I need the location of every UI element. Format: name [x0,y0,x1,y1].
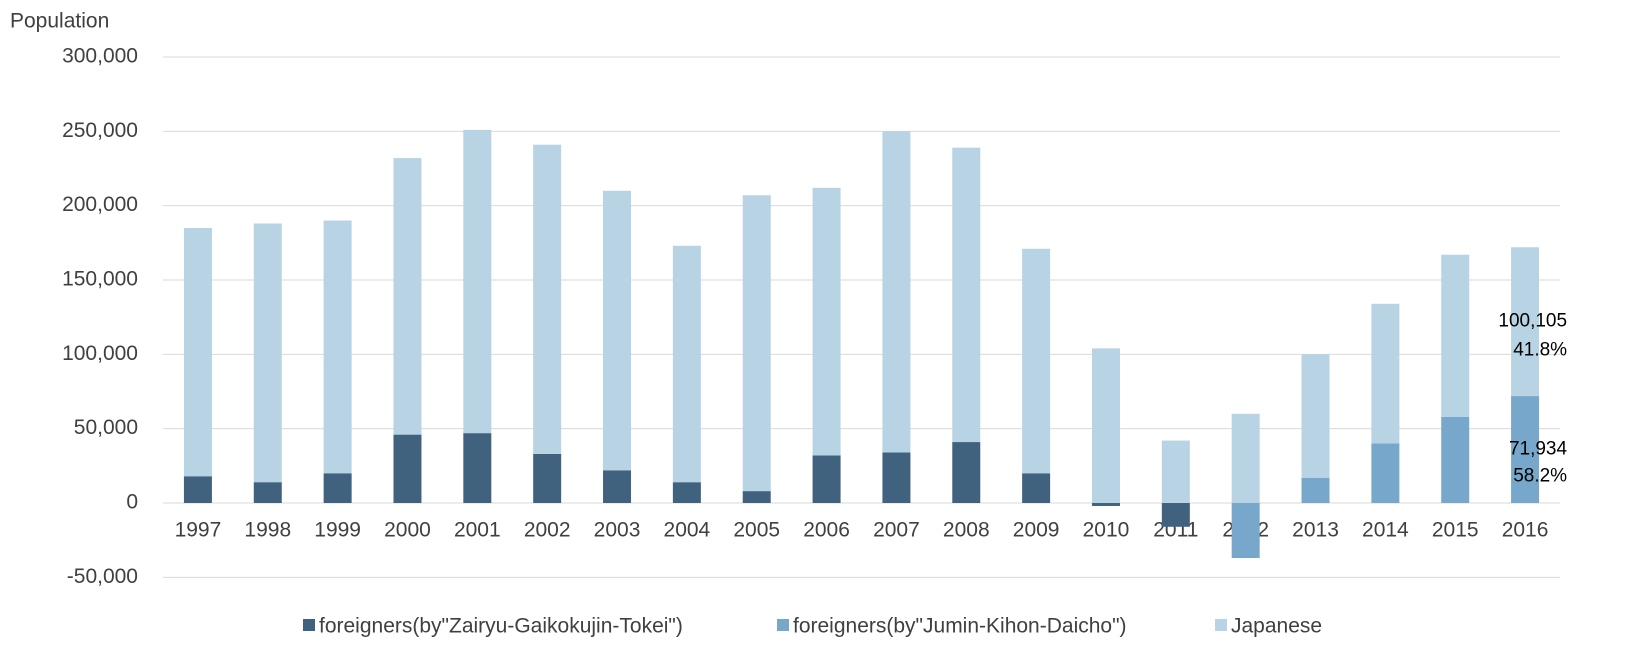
x-tick-label: 1999 [314,519,361,542]
data-label: 71,934 [1509,439,1568,460]
bar-segment [323,220,352,474]
x-tick-label: 2006 [803,519,850,542]
bar-segment [393,434,422,503]
legend-swatch [303,619,315,631]
bar-segment [672,482,701,503]
bar-segment [952,442,981,503]
bar-segment [882,131,911,453]
y-tick-label: 0 [126,491,138,514]
annotation: 58.2% [1513,466,1567,487]
x-tick-label: 2016 [1502,519,1549,542]
bar-segment [1371,443,1400,503]
bar-segment [952,147,981,443]
y-tick-label: 250,000 [62,119,138,142]
bar-segment [533,144,562,454]
x-tick-label: 2004 [664,519,711,542]
bar-segment [812,187,841,456]
x-tick-label: 2001 [454,519,501,542]
x-tick-label: 2000 [384,519,431,542]
x-tick-label: 2014 [1362,519,1409,542]
x-tick-label: 2002 [524,519,571,542]
legend-label: foreigners(by"Jumin-Kihon-Daicho") [793,615,1127,638]
bar-segment [183,476,212,503]
y-tick-label: 50,000 [74,416,138,439]
x-tick-label: 2009 [1013,519,1060,542]
bar-segment [183,227,212,477]
bar-segment [253,223,282,483]
annotation: 41.8% [1513,340,1567,361]
bar-segment [1022,248,1051,474]
legend-swatch [1215,619,1227,631]
bar-segment [603,190,632,471]
legend-label: Japanese [1231,615,1322,638]
legend-swatch [777,619,789,631]
y-tick-label: -50,000 [67,565,138,588]
bar-segment [1091,503,1120,506]
x-tick-label: 2003 [594,519,641,542]
bar-segment [742,491,771,503]
bar-segment [1231,503,1260,559]
x-tick-label: 2015 [1432,519,1479,542]
bar-segment [393,158,422,435]
y-axis-label: Population [10,10,109,33]
x-tick-label: 2005 [733,519,780,542]
bar-segment [253,482,282,503]
bar-segment [1371,303,1400,444]
bar-segment [323,473,352,503]
y-tick-label: 200,000 [62,193,138,216]
bar-segment [1022,473,1051,503]
x-tick-label: 1998 [244,519,291,542]
data-label: 100,105 [1498,311,1567,332]
bar-segment [463,129,492,434]
bar-segment [1301,354,1330,478]
bar-segment [603,470,632,503]
bar-segment [1301,477,1330,503]
bar-segment [1231,413,1260,503]
bar-segment [1441,254,1470,417]
bar-segment [1161,503,1190,527]
bar-segment [812,455,841,503]
x-tick-label: 2010 [1083,519,1130,542]
bar-segment [1091,348,1120,503]
legend-label: foreigners(by"Zairyu-Gaikokujin-Tokei") [319,615,683,638]
bar-segment [672,245,701,483]
bar-segment [533,453,562,503]
bar-segment [882,452,911,503]
bar-segment [742,195,771,492]
bar-segment [463,433,492,503]
bar-segment [1161,440,1190,503]
x-tick-label: 2007 [873,519,920,542]
y-tick-label: 100,000 [62,342,138,365]
x-tick-label: 2008 [943,519,990,542]
y-tick-label: 150,000 [62,268,138,291]
x-tick-label: 1997 [175,519,222,542]
y-tick-label: 300,000 [62,45,138,68]
bar-segment [1441,416,1470,503]
x-tick-label: 2013 [1292,519,1339,542]
bar-segment [1511,396,1540,503]
bar-segment [1511,247,1540,397]
